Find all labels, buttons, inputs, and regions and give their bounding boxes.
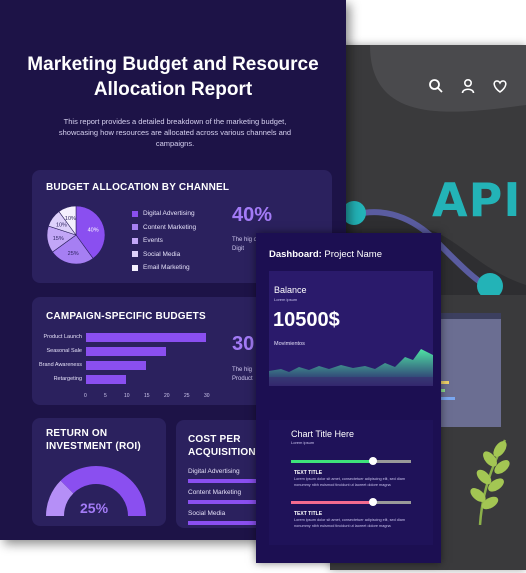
legend-label-3: Social Media [143, 250, 181, 258]
campaign-note: The hig Product [232, 367, 253, 382]
slider-knob-0[interactable] [368, 457, 377, 465]
legend-label-1: Content Marketing [143, 223, 197, 231]
plant-icon [470, 439, 510, 525]
bar-tick-3: 15 [144, 393, 150, 399]
chart-box: Chart Title Here Lorem ipsum TEXT TITLE L… [269, 420, 433, 545]
pie-slice-label-3: 10% [56, 222, 67, 228]
slider-title-0: TEXT TITLE [294, 470, 323, 476]
legend-item-1: Content Marketing [132, 221, 196, 235]
channel-pie-chart: 40% 25% 15% 10%10% [46, 205, 106, 265]
cpa-heading: COST PER ACQUISITION ( [188, 433, 262, 459]
cpa-fill-0 [188, 479, 271, 483]
dashboard-card: Dashboard: Project Name Balance Lorem ip… [256, 233, 441, 563]
balance-sub: Lorem ipsum [274, 297, 298, 302]
legend-swatch-4 [132, 264, 138, 271]
dashboard-title: Dashboard: Project Name [269, 249, 382, 260]
bar-tick-4: 20 [164, 393, 170, 399]
cpa-heading-line2: ACQUISITION ( [188, 447, 263, 458]
balance-value: 10500$ [273, 309, 340, 331]
roi-value: 25% [80, 500, 109, 516]
legend-swatch-3 [132, 251, 138, 258]
report-title: Marketing Budget and Resource Allocation… [27, 54, 319, 100]
roi-heading-line1: RETURN ON [46, 428, 108, 439]
channel-big-percent: 40% [232, 204, 273, 226]
bar-label-0: Product Launch [43, 334, 82, 340]
cpa-fill-1 [188, 500, 263, 504]
slider-fill-1 [291, 501, 373, 504]
legend-label-0: Digital Advertising [143, 210, 195, 218]
legend-label-2: Events [143, 237, 163, 245]
roi-heading: RETURN ON INVESTMENT (ROI) [46, 427, 141, 453]
cpa-label-1: Content Marketing [188, 489, 242, 496]
chart-sub: Lorem ipsum [291, 440, 315, 445]
api-heading: API [432, 173, 522, 227]
roi-heading-line2: INVESTMENT (ROI) [46, 441, 141, 452]
roi-gauge [46, 466, 146, 516]
channel-heading: BUDGET ALLOCATION BY CHANNEL [46, 182, 230, 193]
legend-item-4: Email Marketing [132, 261, 196, 275]
bar-2 [86, 361, 146, 370]
slider-body-0: Lorem ipsum dolor sit amet, consectetuer… [294, 477, 406, 487]
bar-0 [86, 333, 206, 342]
slider-fill-0 [291, 460, 373, 463]
slider-knob-1[interactable] [368, 498, 377, 506]
pie-slice-1 [52, 234, 94, 265]
roi-gauge-rest [60, 466, 146, 516]
report-description: This report provides a detailed breakdow… [58, 117, 292, 148]
user-icon[interactable] [460, 78, 476, 94]
balance-box: Balance Lorem ipsum 10500$ Movimientos [269, 271, 433, 386]
legend-item-3: Social Media [132, 248, 196, 262]
movements-label: Movimientos [274, 341, 305, 347]
bar-1 [86, 347, 166, 356]
channel-note: The hig on Digit [232, 237, 261, 252]
cpa-fill-2 [188, 521, 256, 525]
bar-label-1: Seasonal Sale [46, 348, 82, 354]
bar-3 [86, 375, 126, 384]
pie-slice-label-0: 40% [88, 227, 99, 233]
pie-slice-4 [58, 205, 77, 236]
dashboard-title-bold: Dashboard: [269, 249, 322, 260]
bar-label-3: Retargeting [53, 376, 82, 382]
balance-label: Balance [274, 285, 307, 295]
chart-title: Chart Title Here [291, 429, 355, 439]
slider-title-1: TEXT TITLE [294, 511, 323, 517]
bar-tick-6: 30 [204, 393, 210, 399]
slider-1[interactable] [291, 498, 411, 506]
bar-tick-2: 10 [124, 393, 130, 399]
bar-tick-0: 0 [84, 393, 87, 399]
bar-tick-5: 25 [184, 393, 190, 399]
campaign-heading: CAMPAIGN-SPECIFIC BUDGETS [46, 311, 206, 322]
legend-swatch-2 [132, 237, 138, 244]
slider-body-1: Lorem ipsum dolor sit amet, consectetuer… [294, 518, 406, 528]
pie-slice-0 [75, 205, 106, 259]
campaign-big-value: 30 [232, 333, 255, 355]
cpa-heading-line1: COST PER [188, 434, 241, 445]
legend-item-0: Digital Advertising [132, 207, 196, 221]
search-icon[interactable] [428, 78, 444, 94]
heart-icon[interactable] [492, 78, 508, 94]
pie-slice-label-4: 10% [65, 216, 76, 222]
channel-legend: Digital Advertising Content Marketing Even… [132, 207, 196, 275]
bar-tick-1: 5 [104, 393, 107, 399]
roi-gauge-fill [46, 480, 74, 516]
movements-area-chart [269, 349, 433, 386]
cpa-label-0: Digital Advertising [188, 468, 240, 475]
legend-label-4: Email Marketing [143, 264, 190, 272]
campaign-bar-chart: Product Launch Seasonal Sale Brand Awarene… [0, 0, 346, 420]
legend-swatch-0 [132, 210, 138, 217]
legend-item-2: Events [132, 234, 196, 248]
legend-swatch-1 [132, 224, 138, 231]
cpa-label-2: Social Media [188, 510, 226, 517]
bar-label-2: Brand Awareness [38, 362, 82, 368]
pie-slice-label-2: 15% [53, 236, 64, 242]
slider-0[interactable] [291, 457, 411, 465]
dashboard-project-name: Project Name [321, 249, 382, 260]
pie-slice-label-1: 25% [68, 251, 79, 257]
